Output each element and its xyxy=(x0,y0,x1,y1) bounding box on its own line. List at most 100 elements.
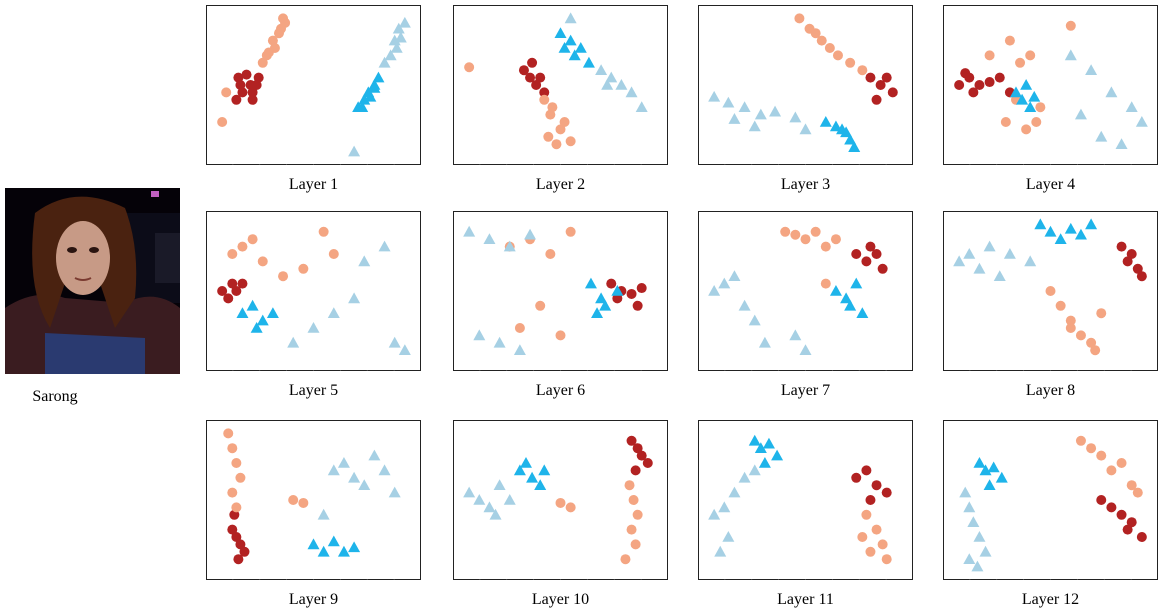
scatter-point-circle xyxy=(247,234,258,245)
scatter-point-triangle xyxy=(1024,101,1037,112)
scatter-point-circle xyxy=(877,539,888,550)
scatter-point-circle xyxy=(527,57,538,68)
panel-label-layer-10: Layer 10 xyxy=(531,591,590,608)
scatter-point-triangle xyxy=(625,86,638,98)
scatter-point-triangle xyxy=(394,31,407,43)
scatter-point-triangle xyxy=(708,508,721,520)
scatter-point-triangle xyxy=(236,307,249,318)
scatter-point-triangle xyxy=(463,225,476,237)
scatter-point-circle xyxy=(1025,50,1036,61)
scatter-point-triangle xyxy=(372,71,385,83)
scatter-point-circle xyxy=(535,300,546,311)
scatter-point-circle xyxy=(974,80,985,90)
scatter-point-circle xyxy=(237,278,248,289)
scatter-point-circle xyxy=(881,554,892,565)
scatter-point-triangle xyxy=(317,545,330,557)
scatter-plot-layer-4 xyxy=(943,5,1158,165)
scatter-point-circle xyxy=(606,278,617,289)
scatter-point-circle xyxy=(636,450,647,461)
scatter-point-circle xyxy=(221,87,232,98)
scatter-point-circle xyxy=(780,226,791,237)
scatter-point-triangle xyxy=(493,479,506,490)
scatter-point-triangle xyxy=(1125,101,1138,112)
scatter-point-triangle xyxy=(771,449,784,461)
scatter-point-triangle xyxy=(708,90,721,102)
scatter-point-circle xyxy=(539,87,550,98)
scatter-point-triangle xyxy=(489,508,502,520)
scatter-point-triangle xyxy=(327,535,340,547)
scatter-point-circle xyxy=(960,68,971,79)
scatter-point-circle xyxy=(239,546,250,557)
scatter-point-triangle xyxy=(513,464,526,476)
scatter-point-triangle xyxy=(503,240,516,252)
scatter-point-triangle xyxy=(398,16,411,28)
scatter-point-circle xyxy=(1132,263,1143,274)
panel-layer-2: Layer 2 xyxy=(453,5,668,193)
scatter-point-circle xyxy=(1004,35,1015,46)
scatter-point-triangle xyxy=(1115,138,1128,149)
scatter-point-triangle xyxy=(582,56,595,68)
scatter-point-circle xyxy=(539,94,550,105)
scatter-point-circle xyxy=(832,50,843,61)
panel-label-layer-2: Layer 2 xyxy=(535,176,586,193)
scatter-point-circle xyxy=(865,546,876,557)
scatter-point-circle xyxy=(241,69,252,80)
panel-layer-4: Layer 4 xyxy=(943,5,1158,193)
scatter-plot-layer-9 xyxy=(206,420,421,580)
scatter-point-circle xyxy=(871,524,882,535)
scatter-point-triangle xyxy=(799,344,812,355)
panel-label-layer-11: Layer 11 xyxy=(777,591,834,608)
scatter-point-triangle xyxy=(1009,86,1022,98)
scatter-point-circle xyxy=(1065,20,1076,31)
panel-label-layer-9: Layer 9 xyxy=(288,591,339,608)
scatter-point-triangle xyxy=(848,141,861,152)
scatter-point-triangle xyxy=(748,120,761,132)
scatter-point-triangle xyxy=(754,108,767,120)
scatter-point-triangle xyxy=(963,553,976,564)
scatter-point-triangle xyxy=(287,336,300,348)
scatter-point-circle xyxy=(263,47,274,58)
scatter-point-circle xyxy=(1000,117,1011,127)
scatter-point-triangle xyxy=(392,22,405,34)
scatter-point-circle xyxy=(620,554,631,565)
scatter-point-circle xyxy=(1035,102,1046,113)
scatter-point-triangle xyxy=(995,471,1008,483)
scatter-point-triangle xyxy=(256,314,269,326)
scatter-point-circle xyxy=(1116,458,1127,468)
scatter-point-circle xyxy=(968,87,979,98)
scatter-point-triangle xyxy=(599,299,612,311)
scatter-point-circle xyxy=(514,323,525,333)
scatter-point-circle xyxy=(871,94,882,105)
scatter-point-triangle xyxy=(973,531,986,542)
panel-label-layer-6: Layer 6 xyxy=(535,382,586,399)
scatter-point-triangle xyxy=(364,90,377,102)
scatter-point-circle xyxy=(555,497,566,508)
scatter-point-triangle xyxy=(836,123,849,135)
scatter-point-triangle xyxy=(513,344,526,355)
scatter-point-circle xyxy=(328,249,339,259)
scatter-point-triangle xyxy=(844,299,857,311)
scatter-point-triangle xyxy=(337,545,350,557)
scatter-point-triangle xyxy=(558,42,571,53)
scatter-point-circle xyxy=(1136,271,1147,282)
scatter-point-circle xyxy=(217,286,228,296)
scatter-point-triangle xyxy=(483,233,496,244)
scatter-point-triangle xyxy=(378,240,391,252)
scatter-point-circle xyxy=(227,524,238,535)
scatter-point-circle xyxy=(231,502,242,513)
scatter-point-triangle xyxy=(564,34,577,46)
plot-frame xyxy=(698,420,913,580)
scatter-point-triangle xyxy=(789,329,802,341)
scatter-point-circle xyxy=(887,87,898,98)
scatter-point-circle xyxy=(865,241,876,252)
scatter-plot-layer-10 xyxy=(453,420,668,580)
scatter-point-triangle xyxy=(963,501,976,513)
panel-layer-7: Layer 7 xyxy=(698,211,913,399)
scatter-point-circle xyxy=(794,13,805,24)
scatter-point-circle xyxy=(1096,495,1107,505)
scatter-point-circle xyxy=(1086,443,1097,454)
panel-layer-5: Layer 5 xyxy=(206,211,421,399)
scatter-point-triangle xyxy=(358,479,371,490)
scatter-point-triangle xyxy=(718,277,731,289)
scatter-point-circle xyxy=(824,43,835,53)
